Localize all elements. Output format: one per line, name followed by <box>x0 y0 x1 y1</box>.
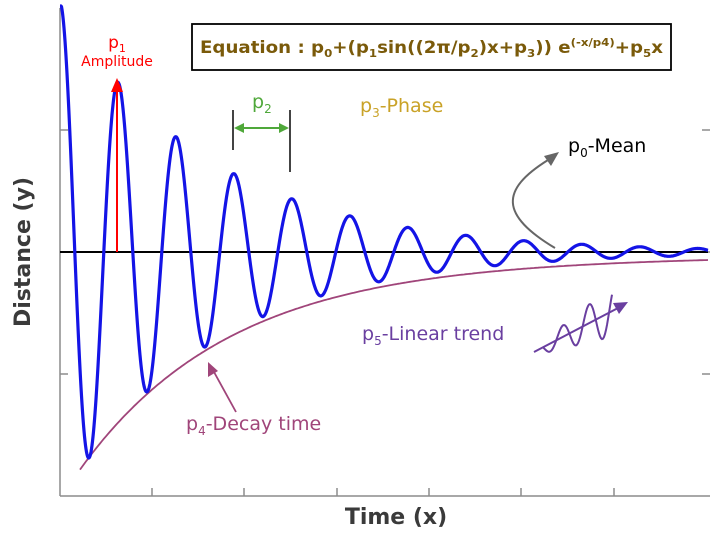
decay-pointer-arrow <box>213 371 237 413</box>
damped-oscillation-curve <box>58 4 710 460</box>
eq-sub5: 5 <box>643 47 651 60</box>
eq-m5: +p <box>615 38 643 58</box>
eq-sub1: 1 <box>369 47 377 60</box>
decay-pointer-arrowhead <box>208 362 218 377</box>
eq-m1: +(p <box>332 38 369 58</box>
phase-sub: 3 <box>372 106 380 120</box>
decay-text: -Decay time <box>206 413 321 435</box>
equation-box <box>191 23 672 71</box>
linear-sub: 5 <box>374 334 382 348</box>
period-p: p <box>252 91 264 113</box>
linear-trend-label: p5-Linear trend <box>362 323 504 348</box>
x-axis-title: Time (x) <box>345 505 447 530</box>
decay-sub: 4 <box>198 424 206 438</box>
eq-sub2: 2 <box>471 47 479 60</box>
eq-m2: sin((2π/p <box>377 38 470 58</box>
linear-text: -Linear trend <box>382 323 505 345</box>
period-arrowhead-right <box>279 123 289 133</box>
linear-trend-wave-icon <box>542 294 613 353</box>
phase-p: p <box>360 95 372 117</box>
mean-label: p0-Mean <box>568 135 646 160</box>
decay-envelope-curve <box>79 259 709 471</box>
amplitude-p: p <box>108 33 119 53</box>
decay-label: p4-Decay time <box>186 413 321 438</box>
equation-text: Equation : p 0+(p 1sin((2π/p 2)x+p 3)) e (-x/… <box>200 36 663 60</box>
mean-pointer-curve <box>511 159 556 249</box>
eq-sup: (-x/p4) <box>571 36 615 49</box>
y-axis-title: Distance (y) <box>11 177 36 327</box>
eq-sub0: 0 <box>324 47 333 60</box>
mean-p: p <box>568 135 580 157</box>
eq-prefix: Equation : p <box>200 38 324 58</box>
mean-sub: 0 <box>580 146 588 160</box>
period-annotation <box>232 110 291 172</box>
linear-trend-arrow <box>533 307 619 353</box>
period-label: p2 <box>252 91 272 116</box>
mean-text: -Mean <box>588 135 647 157</box>
eq-m4: )) e <box>535 38 570 58</box>
amplitude-text: Amplitude <box>81 54 153 70</box>
eq-m3: )x+p <box>479 38 527 58</box>
amplitude-sub: 1 <box>119 42 126 55</box>
amplitude-label: p1 <box>108 33 126 55</box>
decay-p: p <box>186 413 198 435</box>
linear-trend-arrowhead <box>613 302 628 314</box>
period-sub: 2 <box>264 102 272 116</box>
period-arrowhead-left <box>234 123 244 133</box>
amplitude-arrowhead <box>111 78 123 92</box>
mean-pointer-arrowhead <box>544 152 559 166</box>
eq-sub3: 3 <box>527 47 535 60</box>
linear-p: p <box>362 323 374 345</box>
eq-m6: x <box>651 38 663 58</box>
phase-text: -Phase <box>380 95 444 117</box>
phase-label: p3-Phase <box>360 95 443 120</box>
